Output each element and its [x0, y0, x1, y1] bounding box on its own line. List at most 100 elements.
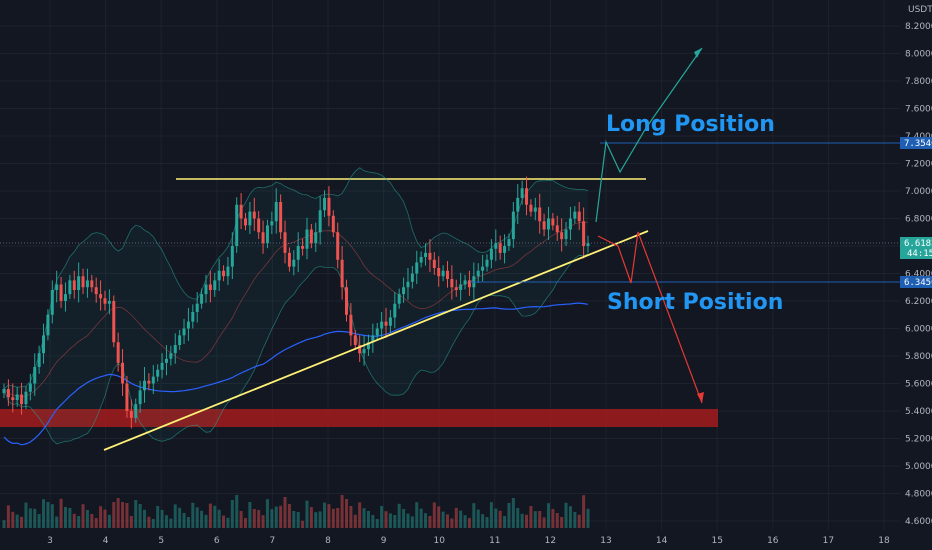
candle-body: [564, 229, 568, 240]
candle-body: [143, 380, 147, 391]
candle-body: [129, 411, 133, 418]
date-tick-label: 17: [823, 536, 834, 546]
bollinger-fill: [4, 167, 588, 444]
candle-body: [59, 284, 63, 301]
volume-bar: [134, 500, 138, 528]
date-tick-label: 9: [381, 536, 387, 546]
volume-bar: [428, 516, 432, 528]
volume-bar: [375, 519, 379, 528]
candle-body: [454, 287, 458, 290]
svg-text:6.6182: 6.6182: [904, 239, 932, 249]
volume-bar: [349, 506, 353, 528]
date-tick-label: 11: [489, 536, 500, 546]
candle-body: [50, 290, 54, 315]
volume-bar: [226, 517, 230, 528]
candle-body: [296, 246, 300, 260]
svg-text:6.3450: 6.3450: [904, 278, 932, 288]
volume-bar: [489, 502, 493, 528]
candle-body: [463, 280, 467, 285]
volume-bar: [129, 516, 133, 528]
candle-body: [292, 259, 296, 267]
candle-body: [204, 284, 208, 295]
candle-body: [507, 239, 511, 246]
volume-bar: [103, 509, 107, 528]
volume-bar: [164, 515, 168, 528]
volume-bar: [147, 516, 151, 528]
price-tick-label: 5.6000: [905, 380, 932, 390]
volume-bar: [551, 509, 555, 528]
volume-bar: [112, 502, 116, 528]
volume-bar: [441, 511, 445, 528]
price-axis[interactable]: 8.20008.00007.80007.60007.40007.20007.00…: [905, 22, 932, 527]
volume-bar: [143, 509, 147, 528]
volume-bar: [169, 518, 173, 528]
candle-body: [235, 204, 239, 246]
moving-averages: [3, 221, 589, 446]
volume-bar: [270, 509, 274, 528]
date-tick-label: 16: [767, 536, 779, 546]
candle-body: [393, 303, 397, 318]
volume-bar: [507, 503, 511, 528]
candle-body: [33, 367, 37, 384]
candle-body: [445, 270, 449, 279]
candle-body: [542, 221, 546, 230]
candle-body: [410, 273, 414, 282]
volume-bar: [72, 513, 76, 528]
candle-body: [494, 243, 498, 249]
volume-bar: [415, 502, 419, 528]
volume-bar: [388, 513, 392, 528]
candle-body: [503, 246, 507, 253]
volume-bar: [525, 514, 529, 528]
volume-bar: [301, 520, 305, 528]
volume-bar: [546, 503, 550, 528]
candle-body: [485, 259, 489, 267]
candle-body: [353, 335, 357, 345]
volume-bar: [344, 499, 348, 528]
volume-bar: [94, 518, 98, 528]
candle-body: [450, 279, 454, 288]
svg-text:7.3540: 7.3540: [904, 139, 932, 149]
candle-body: [362, 349, 366, 354]
volume-bar: [358, 502, 362, 528]
candle-body: [178, 335, 182, 345]
date-tick-label: 13: [600, 536, 611, 546]
volume-bar: [362, 508, 366, 528]
volume-bar: [406, 513, 410, 528]
candle-body: [428, 252, 432, 260]
date-tick-label: 8: [325, 536, 331, 546]
price-tick-label: 4.6000: [905, 517, 932, 527]
time-axis[interactable]: 3 4 5 6 7 8 9 10 11 12 13 14 15 16 17 18: [47, 536, 890, 546]
volume-bar: [59, 498, 63, 528]
volume-bar: [138, 504, 142, 528]
candle-body: [15, 394, 19, 400]
candle-body: [103, 298, 107, 304]
candle-body: [331, 215, 335, 233]
volume-bar: [481, 514, 485, 528]
candle-body: [217, 270, 221, 281]
support-zone: [0, 409, 718, 427]
candle-body: [424, 252, 428, 257]
candle-body: [42, 335, 46, 354]
volume-bar: [265, 499, 269, 528]
candle-body: [182, 328, 186, 336]
volume-bar: [252, 509, 256, 528]
candle-body: [419, 257, 423, 263]
candle-body: [116, 342, 120, 363]
volume-bar: [46, 502, 50, 528]
volume-bar: [248, 502, 252, 528]
volume-bar: [116, 498, 120, 528]
price-tick-label: 8.0000: [905, 50, 932, 60]
volume-bar: [384, 511, 388, 528]
volume-bar: [274, 506, 278, 528]
candle-body: [406, 281, 410, 288]
candle-body: [2, 389, 6, 394]
volume-bar: [239, 511, 243, 528]
candle-body: [186, 321, 190, 329]
volume-bar: [20, 516, 24, 528]
candle-body: [327, 197, 331, 216]
price-tick-label: 7.2000: [905, 160, 932, 170]
candle-body: [134, 404, 138, 418]
candle-body: [160, 362, 164, 370]
candle-body: [72, 280, 76, 290]
